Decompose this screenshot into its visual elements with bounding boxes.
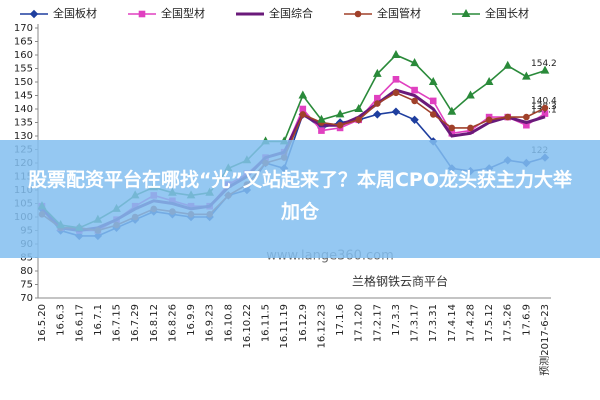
x-tick-label: 16.12.9 bbox=[298, 304, 309, 342]
x-tick-label: 17.4.28 bbox=[465, 304, 476, 342]
marker bbox=[318, 127, 325, 134]
x-tick-label: 17.3.31 bbox=[428, 304, 439, 342]
marker bbox=[374, 100, 381, 107]
x-tick-label: 16.7.1 bbox=[93, 304, 104, 336]
x-tick-label: 17.6.9 bbox=[521, 304, 532, 336]
marker bbox=[429, 111, 437, 118]
marker bbox=[503, 60, 513, 69]
marker bbox=[298, 90, 308, 99]
y-tick-label: 80 bbox=[20, 266, 33, 277]
marker bbox=[354, 103, 364, 112]
marker bbox=[373, 110, 382, 119]
x-tick-label: 16.9.9 bbox=[186, 304, 197, 336]
marker bbox=[392, 89, 400, 97]
y-tick-label: 135 bbox=[14, 118, 33, 129]
marker bbox=[485, 116, 493, 124]
marker bbox=[410, 58, 419, 67]
marker bbox=[541, 104, 549, 112]
y-tick-label: 150 bbox=[14, 77, 33, 88]
marker bbox=[392, 76, 400, 83]
marker bbox=[484, 76, 494, 85]
legend-label: 全国长材 bbox=[485, 6, 529, 20]
x-tick-label: 17.3.3 bbox=[391, 304, 402, 336]
x-tick-label: 16.9.23 bbox=[205, 304, 216, 342]
marker bbox=[447, 106, 457, 115]
legend-label: 全国型材 bbox=[161, 6, 205, 20]
x-tick-label: 16.10.8 bbox=[223, 304, 234, 342]
marker bbox=[429, 97, 437, 105]
y-tick-label: 160 bbox=[14, 50, 33, 61]
marker bbox=[299, 111, 307, 118]
y-tick-label: 75 bbox=[20, 280, 33, 291]
marker bbox=[410, 115, 419, 125]
marker bbox=[317, 114, 326, 123]
marker bbox=[411, 97, 418, 105]
marker bbox=[391, 49, 401, 58]
x-tick-label: 17.1.6 bbox=[335, 304, 346, 336]
source: 兰格钢铁云商平台 bbox=[352, 274, 448, 289]
y-tick-label: 130 bbox=[14, 131, 33, 142]
marker bbox=[467, 124, 474, 132]
y-tick-label: 145 bbox=[14, 91, 33, 102]
marker bbox=[411, 86, 418, 94]
legend-marker bbox=[138, 10, 146, 18]
value-label: 140.4 bbox=[531, 96, 557, 106]
legend-marker bbox=[29, 9, 39, 19]
x-tick-label: 17.5.12 bbox=[484, 304, 495, 342]
marker bbox=[540, 65, 550, 74]
x-tick-label: 16.6.17 bbox=[74, 304, 85, 342]
legend-label: 全国综合 bbox=[269, 6, 313, 20]
x-tick-label: 17.1.20 bbox=[354, 304, 365, 342]
marker bbox=[299, 105, 307, 113]
x-tick-label: 16.7.15 bbox=[112, 304, 123, 342]
x-tick-label: 16.8.26 bbox=[167, 304, 178, 342]
x-tick-label: 17.3.17 bbox=[410, 304, 421, 342]
marker bbox=[372, 68, 382, 77]
x-tick-label: 17.4.14 bbox=[447, 304, 458, 342]
marker bbox=[466, 90, 475, 99]
marker bbox=[391, 107, 401, 116]
marker bbox=[523, 113, 530, 121]
y-tick-label: 170 bbox=[14, 23, 33, 34]
legend-label: 全国板材 bbox=[53, 6, 97, 20]
x-tick-label: 16.5.20 bbox=[37, 304, 48, 342]
x-tick-label: 16.11.5 bbox=[261, 304, 272, 342]
x-tick-label: 17.5.26 bbox=[503, 304, 514, 342]
marker bbox=[355, 116, 363, 124]
x-tick-label: 16.6.3 bbox=[56, 304, 67, 336]
legend-marker bbox=[461, 8, 471, 17]
marker bbox=[448, 124, 456, 132]
x-tick-label: 17.2.17 bbox=[372, 304, 383, 342]
legend-label: 全国管材 bbox=[377, 6, 421, 20]
legend-marker bbox=[354, 10, 362, 18]
x-tick-label: 16.8.12 bbox=[149, 304, 160, 342]
marker bbox=[374, 94, 381, 102]
banner: 股票配资平台在哪找“光”又站起来了？本周CPO龙头获主力大举加仓 bbox=[0, 140, 600, 258]
marker bbox=[336, 121, 344, 129]
x-tick-label: 16.11.19 bbox=[279, 304, 290, 349]
y-tick-label: 85 bbox=[20, 253, 33, 264]
x-tick-label: 预测2017-6-23 bbox=[538, 304, 551, 376]
value-label: 154.2 bbox=[531, 59, 557, 69]
marker bbox=[428, 76, 438, 85]
x-tick-label: 16.12.23 bbox=[316, 304, 327, 349]
x-tick-label: 16.7.29 bbox=[130, 304, 141, 342]
y-tick-label: 140 bbox=[14, 104, 33, 115]
y-tick-label: 155 bbox=[14, 64, 33, 75]
marker bbox=[504, 113, 512, 121]
marker bbox=[335, 109, 345, 118]
y-tick-label: 165 bbox=[14, 37, 33, 48]
marker bbox=[522, 71, 531, 80]
x-tick-label: 16.10.22 bbox=[242, 304, 253, 349]
y-tick-label: 70 bbox=[20, 293, 33, 304]
